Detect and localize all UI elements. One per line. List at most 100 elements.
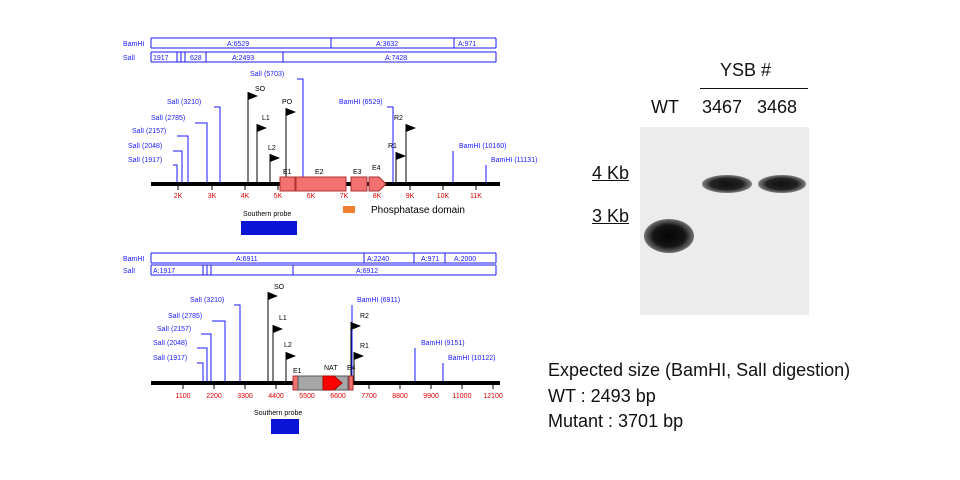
mut-sali-row-label: SalI — [123, 268, 135, 275]
wt-tick-label-1: 3K — [208, 193, 217, 200]
mut-primer-label-r1: R1 — [360, 343, 369, 350]
wt-bamhi-row-fragment-0: A:6529 — [227, 41, 249, 48]
wt-primer-so-flag — [248, 92, 258, 100]
wt-bamhi-row-fragment-1: A:3632 — [376, 41, 398, 48]
wt-phosphatase-legend-label: Phosphatase domain — [371, 205, 465, 216]
wt-primer-r2-flag — [406, 124, 416, 132]
mut-bamhi-row-fragment-2: A:971 — [421, 256, 439, 263]
mut-exon-label-e1: E1 — [293, 368, 302, 375]
wt-exon-label-e1: E1 — [283, 169, 292, 176]
marker-4kb: 4 Kb — [592, 163, 630, 183]
mut-site-label-5: BamHI (6911) — [357, 297, 400, 304]
wt-site-line-3 — [177, 135, 189, 182]
mut-primer-label-so: SO — [274, 284, 285, 291]
wt-exon-e3 — [350, 176, 368, 192]
wt-primer-label-po: PO — [282, 99, 293, 106]
expected-size-mutant: Mutant : 3701 bp — [548, 411, 684, 431]
mut-site-label-2: SalI (2157) — [157, 326, 191, 333]
wt-tick-label-4: 6K — [307, 193, 316, 200]
mut-tick-label-1: 2200 — [206, 393, 222, 400]
wt-exon-e1 — [279, 176, 296, 192]
lane-label-wt: WT — [651, 97, 679, 117]
mut-bamhi-row-fragment-3: A:2000 — [454, 256, 476, 263]
mut-tick-label-4: 5500 — [299, 393, 315, 400]
wt-primer-l1-flag — [257, 124, 267, 132]
mut-primer-r2-flag — [351, 322, 361, 330]
mut-sali-row-fragment-1: A:6912 — [356, 268, 378, 275]
lane-label-3467: 3467 — [702, 97, 743, 117]
wt-site-label-2: SalI (2785) — [151, 115, 185, 122]
wt-site-label-7: BamHI (10160) — [459, 143, 506, 150]
mut-site-label-6: BamHI (9151) — [421, 340, 465, 347]
band-3467 — [702, 175, 752, 193]
wt-exon-label-e3: E3 — [353, 169, 362, 176]
wt-southern-probe — [241, 221, 297, 235]
wt-tick-label-5: 7K — [340, 193, 349, 200]
mut-nat-arrow — [322, 375, 343, 391]
wt-tick-label-9: 11K — [470, 193, 482, 200]
mut-site-line-1 — [212, 320, 226, 381]
wt-primer-po-flag — [286, 108, 296, 116]
mut-primer-r1-flag — [354, 352, 364, 360]
wt-site-line-6 — [387, 106, 394, 182]
mut-tick-label-6: 7700 — [361, 393, 377, 400]
wt-probe-label: Southern probe — [243, 211, 291, 218]
wt-sali-row-fragment-2: A:2493 — [232, 55, 254, 62]
mut-primer-label-r2: R2 — [360, 313, 369, 320]
mut-tick-label-0: 1100 — [175, 393, 190, 400]
wt-exon-e4 — [368, 176, 387, 192]
expected-size-heading: Expected size (BamHI, SalI digestion) — [548, 360, 851, 380]
mut-bamhi-row-label: BamHI — [123, 256, 144, 263]
lane-label-3468: 3468 — [757, 97, 798, 117]
mut-southern-probe — [271, 419, 299, 434]
wt-exon-e2 — [295, 176, 347, 192]
wt-primer-label-l1: L1 — [262, 115, 270, 122]
wt-primer-r1-flag — [396, 152, 406, 160]
wt-site-line-2 — [195, 122, 208, 182]
wt-phosphatase-legend-swatch — [343, 206, 355, 213]
mut-site-line-0 — [234, 304, 241, 381]
mut-tick-label-2: 3300 — [237, 393, 253, 400]
mut-tick-label-9: 11000 — [453, 393, 472, 400]
mut-site-line-3 — [197, 347, 208, 381]
wt-tick-label-8: 10K — [437, 193, 450, 200]
wt-site-line-1 — [214, 106, 221, 182]
mut-site-label-0: SalI (3210) — [190, 297, 224, 304]
mut-primer-l2-flag — [286, 352, 296, 360]
wt-sali-row-fragment-0: 1917 — [153, 55, 169, 62]
band-wt — [644, 219, 694, 253]
wt-tick-label-6: 8K — [373, 193, 382, 200]
wt-site-label-4: SalI (2048) — [128, 143, 162, 150]
mut-probe-label: Southern probe — [254, 410, 302, 417]
mut-exon-label-e4: E4 — [347, 365, 356, 372]
wt-site-label-3: SalI (2157) — [132, 128, 166, 135]
mut-primer-label-l1: L1 — [279, 315, 287, 322]
wt-exon-label-e4: E4 — [372, 165, 381, 172]
mut-site-line-4 — [197, 362, 204, 381]
mut-nat-label: NAT — [324, 365, 338, 372]
wt-site-label-1: SalI (3210) — [167, 99, 201, 106]
ysb-underline — [700, 88, 808, 89]
wt-tick-label-2: 4K — [241, 193, 250, 200]
wt-site-label-0: SalI (5703) — [250, 71, 284, 78]
mut-bamhi-row-fragment-1: A:2240 — [367, 256, 389, 263]
mut-site-line-2 — [201, 333, 212, 381]
mut-exon-e4 — [348, 375, 354, 391]
mut-primer-so-flag — [268, 292, 278, 300]
mut-tick-label-5: 6600 — [330, 393, 346, 400]
wt-primer-label-l2: L2 — [268, 145, 276, 152]
southern-blot-image — [640, 127, 809, 315]
mut-tick-label-10: 12100 — [483, 393, 503, 400]
mut-tick-label-7: 8800 — [392, 393, 408, 400]
mut-tick-label-8: 9900 — [423, 393, 439, 400]
gel-title: YSB # — [720, 60, 772, 80]
wt-sali-row-fragment-3: A:7428 — [385, 55, 407, 62]
mut-site-label-7: BamHI (10122) — [448, 355, 495, 362]
mut-primer-l1-flag — [273, 325, 283, 333]
mut-exon-e1 — [292, 375, 299, 391]
expected-size-wt: WT : 2493 bp — [548, 386, 656, 406]
wt-site-label-6: BamHI (6529) — [339, 99, 383, 106]
wt-primer-label-r1: R1 — [388, 143, 397, 150]
wt-primer-l2-flag — [270, 154, 280, 162]
